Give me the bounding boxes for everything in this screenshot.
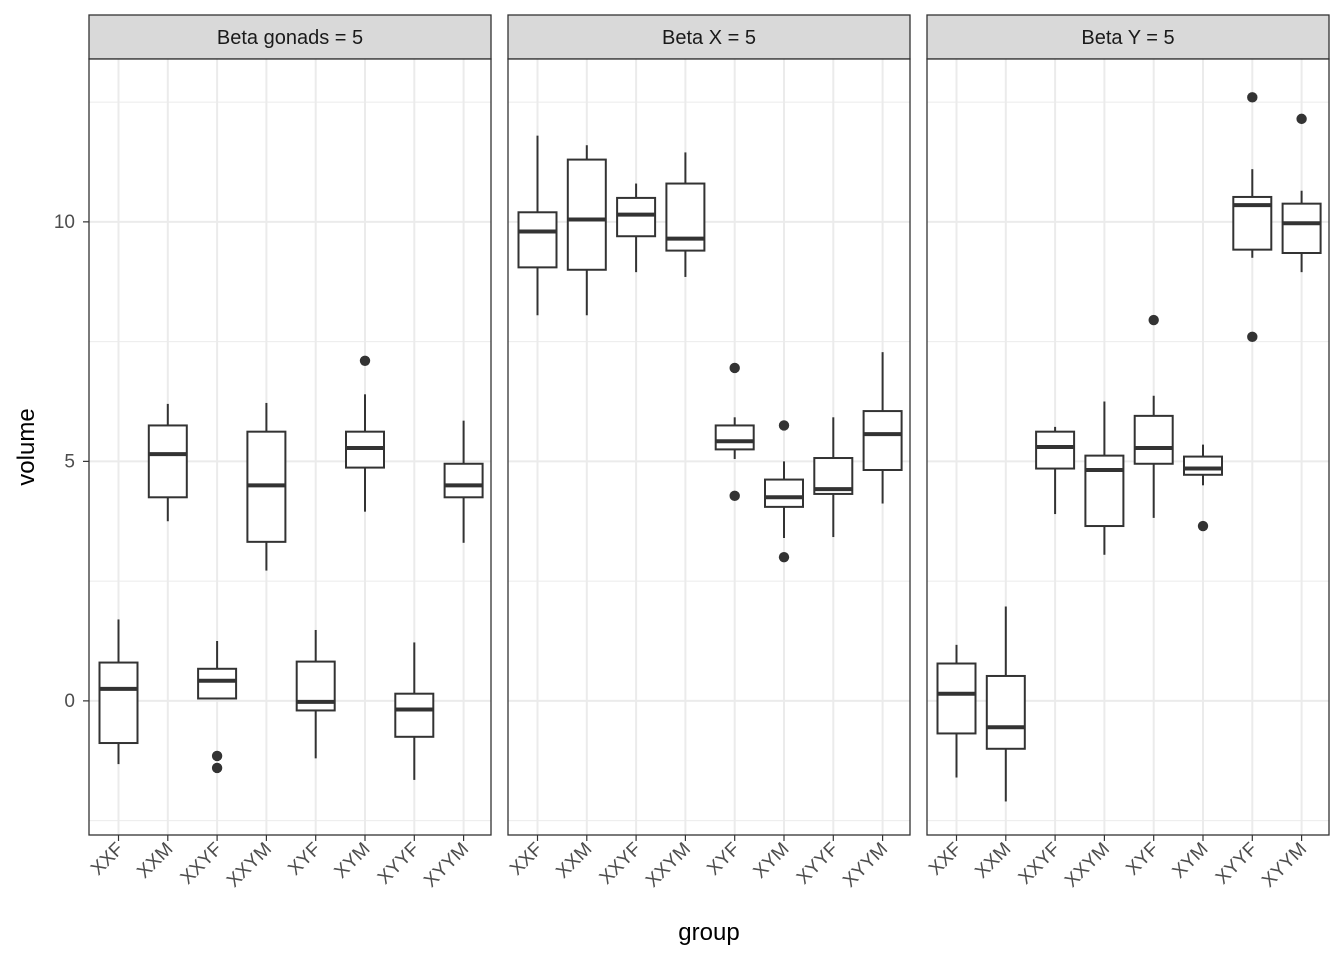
x-tick-label: XYYM xyxy=(839,839,892,892)
y-tick-label: 0 xyxy=(64,691,75,712)
boxplot-xyf xyxy=(295,629,336,759)
outlier-point xyxy=(778,551,790,563)
box xyxy=(936,662,977,735)
box xyxy=(714,424,755,451)
boxplot-xxym xyxy=(246,402,287,571)
x-tick-label: XXF xyxy=(506,839,547,880)
box xyxy=(1084,454,1125,528)
boxplot-xxm xyxy=(566,145,607,316)
boxplot-xxf xyxy=(98,619,139,765)
x-tick-label: XYYM xyxy=(1258,839,1311,892)
boxplot-xyym xyxy=(862,352,903,504)
x-tick-label: XXF xyxy=(87,839,128,880)
facet-strip-label: Beta X = 5 xyxy=(662,27,756,49)
outlier-point xyxy=(778,420,790,431)
box xyxy=(1133,414,1174,465)
y-tick-label: 10 xyxy=(54,212,75,233)
boxplot-xyyf xyxy=(1232,92,1273,343)
box xyxy=(98,661,139,745)
x-tick-label: XYYF xyxy=(1212,839,1262,889)
x-tick-label: XXM xyxy=(971,839,1015,883)
x-tick-label: XXYF xyxy=(1015,839,1065,889)
boxplot-xyym xyxy=(1281,113,1322,273)
outlier-point xyxy=(211,762,223,774)
outlier-point xyxy=(729,490,740,502)
facet-strip xyxy=(926,14,1330,60)
x-tick-label: XXM xyxy=(552,839,596,883)
x-tick-label: XYF xyxy=(1122,839,1163,880)
box xyxy=(394,692,435,738)
boxplot-xym xyxy=(1183,444,1223,532)
boxplot-xyf xyxy=(1133,314,1174,518)
outlier-point xyxy=(1148,314,1159,326)
outlier-point xyxy=(1197,520,1209,532)
x-tick-label: XYYF xyxy=(793,839,843,889)
boxplot-xym xyxy=(764,420,804,563)
box xyxy=(197,667,238,700)
box xyxy=(517,211,558,269)
x-tick-label: XYF xyxy=(703,839,744,880)
box xyxy=(862,410,903,471)
x-tick-label: XYM xyxy=(1169,839,1213,883)
box xyxy=(1035,430,1076,470)
panel-border xyxy=(88,58,492,836)
box xyxy=(147,424,188,499)
outlier-point xyxy=(1247,331,1258,343)
outlier-point xyxy=(211,750,223,762)
boxplot-xym xyxy=(345,355,385,512)
facet-strip xyxy=(88,14,492,60)
box xyxy=(1183,455,1223,476)
boxplot-xxyf xyxy=(616,183,657,273)
x-tick-label: XXYM xyxy=(1061,839,1114,892)
box xyxy=(1281,202,1322,254)
x-axis-title: group xyxy=(678,919,739,946)
facet-strip-label: Beta Y = 5 xyxy=(1081,27,1174,49)
x-tick-label: XYYM xyxy=(420,839,473,892)
x-tick-label: XXYM xyxy=(642,839,695,892)
boxplot-xyf xyxy=(714,362,755,502)
y-tick-label: 5 xyxy=(64,451,75,472)
boxplot-xyyf xyxy=(394,642,435,780)
box xyxy=(566,158,607,271)
x-tick-label: XXM xyxy=(133,839,177,883)
boxplot-xxf xyxy=(936,644,977,778)
boxplot-xxyf xyxy=(197,641,238,774)
box xyxy=(616,196,657,238)
outlier-point xyxy=(729,362,740,374)
x-tick-label: XXYF xyxy=(596,839,646,889)
facet-strip-label: Beta gonads = 5 xyxy=(217,27,363,49)
x-tick-label: XXF xyxy=(925,839,966,880)
x-tick-label: XXYF xyxy=(177,839,227,889)
box xyxy=(764,478,804,508)
boxplot-xxym xyxy=(1084,401,1125,555)
boxplot-xxf xyxy=(517,135,558,316)
boxplot-xyym xyxy=(443,420,484,543)
y-axis-title: volume xyxy=(13,408,40,485)
x-tick-label: XYF xyxy=(284,839,325,880)
box xyxy=(443,462,484,499)
boxplot-xyyf xyxy=(813,417,854,538)
facet-strip xyxy=(507,14,911,60)
x-tick-label: XXYM xyxy=(223,839,276,892)
boxplot-xxyf xyxy=(1035,426,1076,515)
outlier-point xyxy=(1296,113,1307,125)
box xyxy=(985,674,1026,750)
panel-border xyxy=(507,58,911,836)
boxplot-xxym xyxy=(665,152,706,277)
boxplot-xxm xyxy=(985,606,1026,802)
outlier-point xyxy=(1247,92,1258,103)
outlier-point xyxy=(359,355,371,366)
boxplot-xxm xyxy=(147,403,188,522)
panel-border xyxy=(926,58,1330,836)
x-tick-label: XYYF xyxy=(374,839,424,889)
x-tick-label: XYM xyxy=(750,839,794,883)
x-tick-label: XYM xyxy=(331,839,375,883)
